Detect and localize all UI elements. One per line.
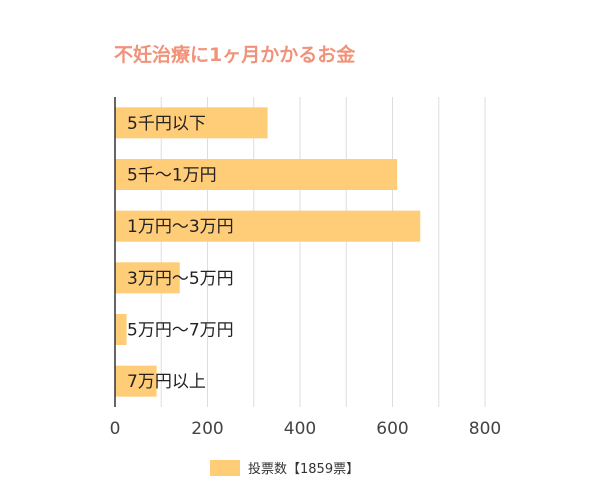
bar	[115, 314, 127, 345]
x-tick-label: 800	[469, 419, 501, 439]
x-tick-label: 600	[376, 419, 408, 439]
bar	[115, 107, 268, 139]
category-label: 1万円～3万円	[127, 217, 234, 237]
bar	[115, 262, 180, 294]
category-label: 5万円～7万円	[127, 321, 234, 341]
category-label: 3万円～5万円	[127, 269, 234, 289]
legend: 投票数【1859票】	[210, 458, 359, 477]
legend-label: 投票数【1859票】	[248, 462, 360, 477]
category-label: 5千円以下	[127, 114, 206, 134]
chart-title: 不妊治療に1ヶ月かかるお金	[114, 44, 356, 66]
bar	[115, 210, 421, 242]
x-tick-label: 400	[284, 419, 316, 439]
x-tick-label: 200	[191, 419, 223, 439]
x-tick-label: 0	[110, 419, 121, 439]
legend-swatch	[210, 459, 240, 476]
bar	[115, 365, 157, 397]
bar	[115, 159, 398, 190]
category-label: 7万円以上	[127, 372, 206, 392]
category-label: 5千～1万円	[127, 166, 217, 186]
